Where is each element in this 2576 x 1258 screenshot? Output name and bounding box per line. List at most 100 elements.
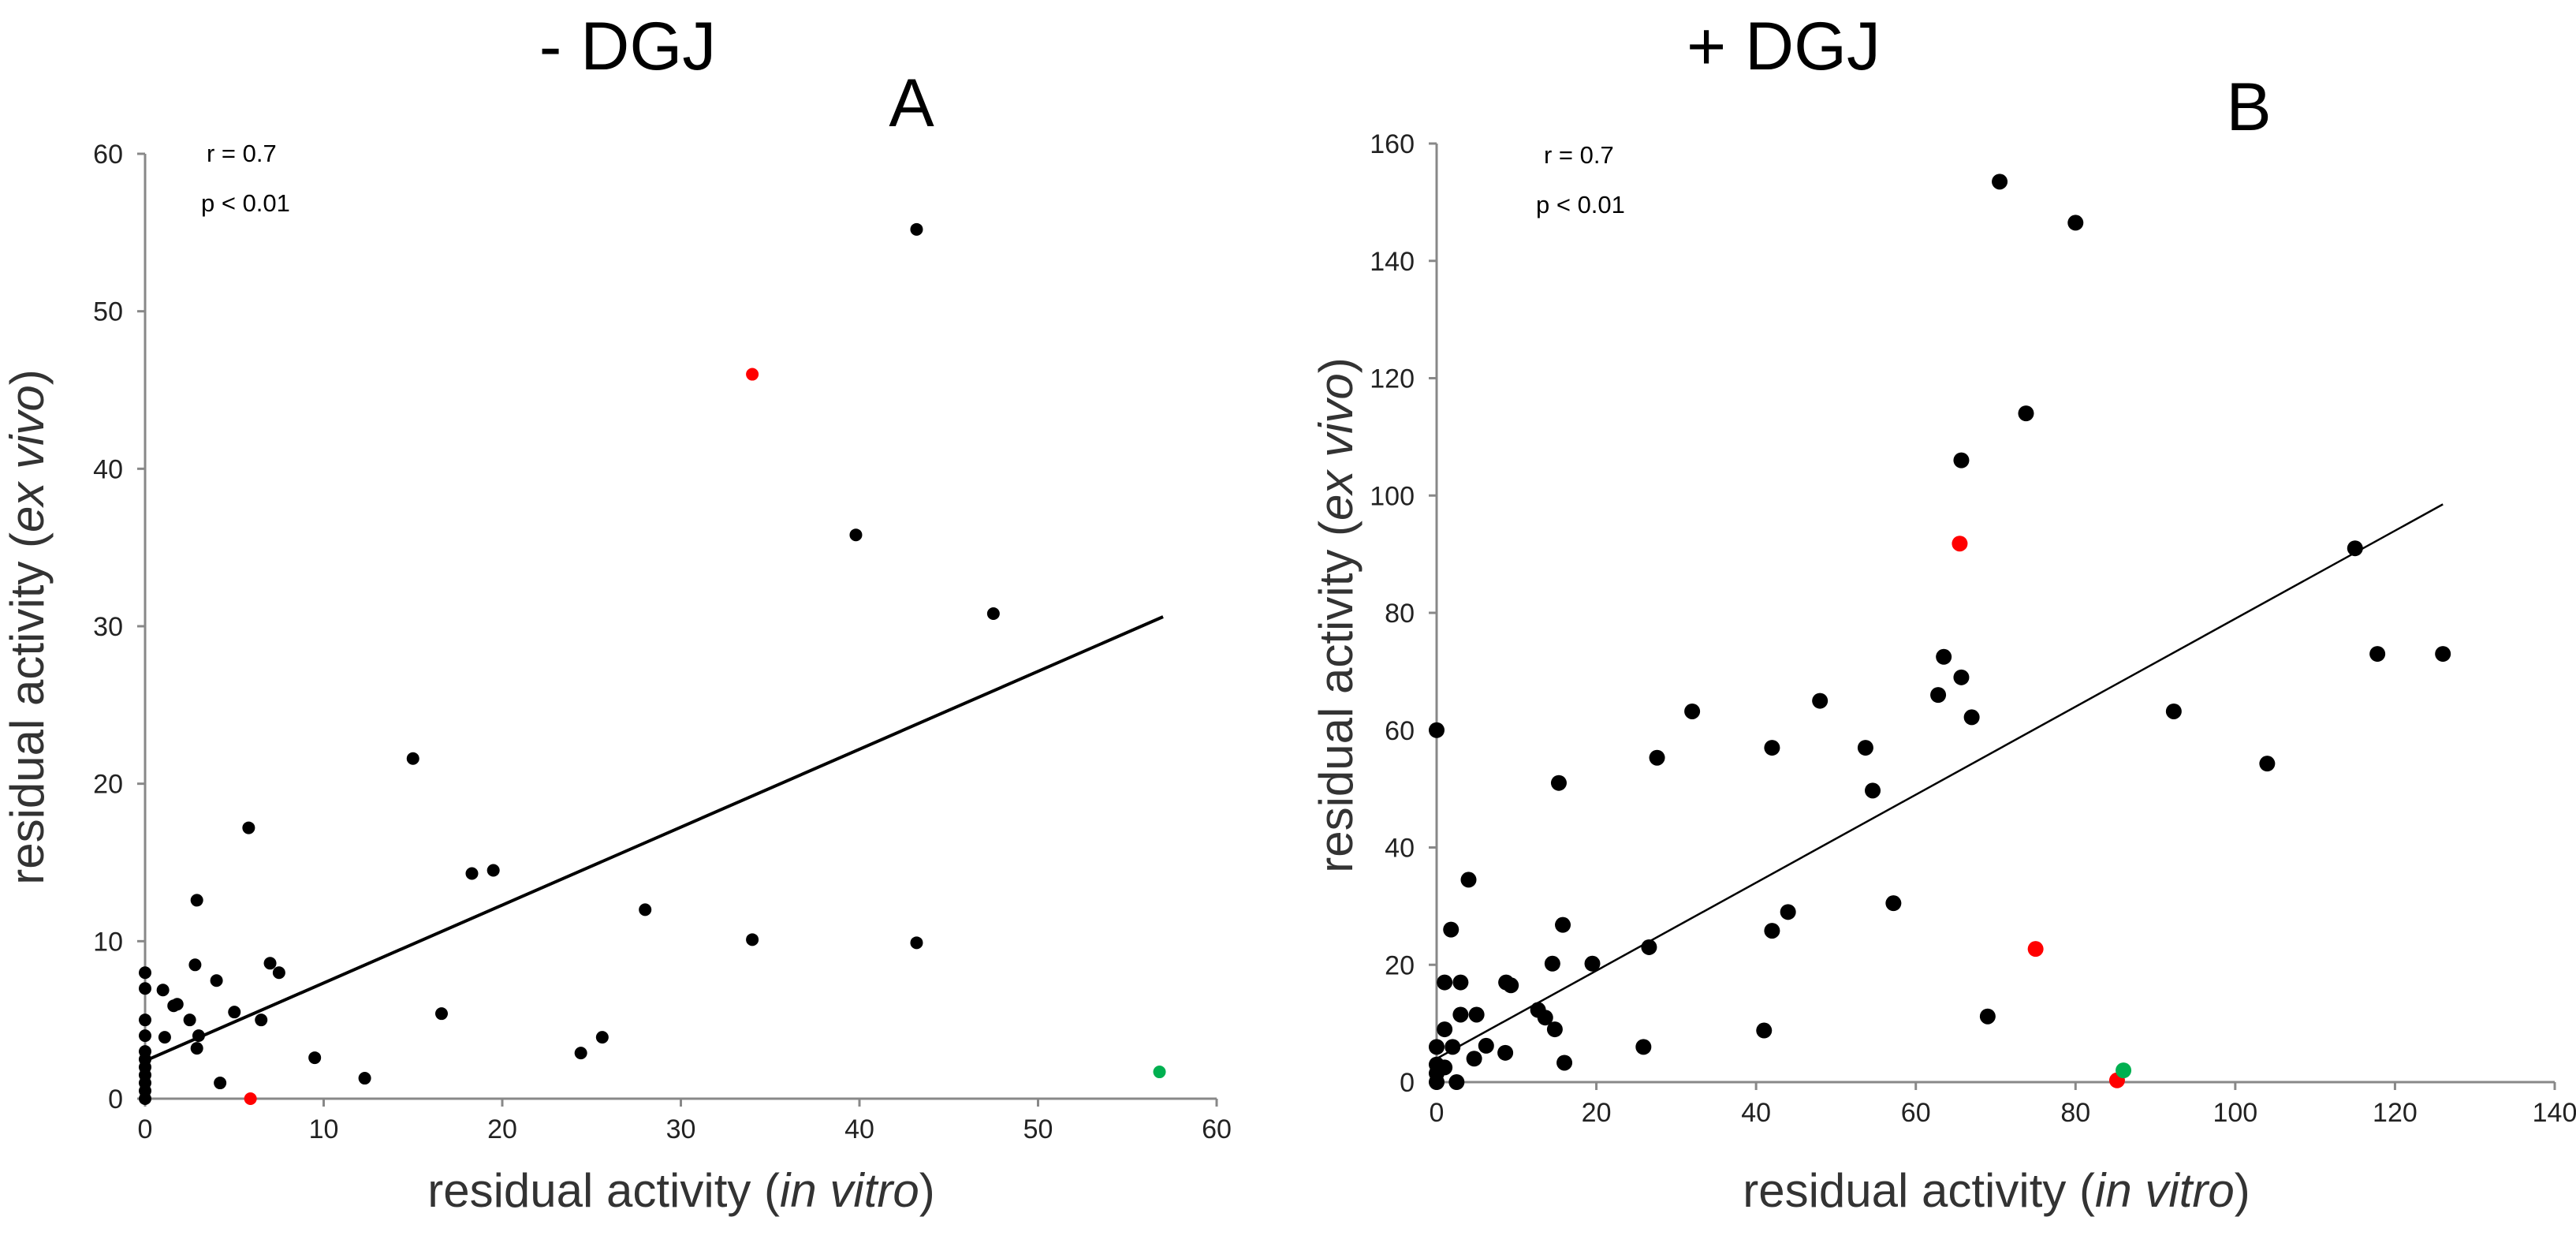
panel-b-x-tick-label: 0: [1430, 1098, 1445, 1128]
panel-a-p-annotation: p < 0.01: [201, 189, 290, 217]
panel-a-point-green: [1153, 1066, 1166, 1079]
panel-a-y-tick-label: 20: [93, 770, 123, 800]
panel-b-point-black: [1437, 1021, 1453, 1038]
panel-a-point-black: [308, 1051, 322, 1065]
panel-a: - DGJ A r = 0.7 p < 0.01 residual activi…: [1, 9, 1232, 1217]
panel-b-y-tick-label: 20: [1385, 950, 1415, 980]
panel-b-point-black: [1684, 703, 1701, 719]
panel-a-point-black: [986, 607, 1000, 621]
panel-b-x-axis-label: residual activity (in vitro): [1743, 1164, 2250, 1217]
panel-b-point-black: [1437, 974, 1453, 991]
panel-b-x-tick-label: 20: [1582, 1098, 1612, 1128]
panel-a-point-black: [272, 966, 285, 980]
panel-b-y-tick-label: 60: [1385, 716, 1415, 746]
panel-b-point-black: [1555, 916, 1571, 933]
panel-a-point-black: [139, 966, 151, 980]
panel-a-y-tick-label: 10: [93, 927, 123, 957]
panel-a-point-black: [190, 1042, 203, 1055]
panel-b-point-black: [2347, 540, 2363, 557]
panel-a-point-black: [188, 958, 202, 972]
panel-a-point-black: [406, 752, 419, 765]
panel-a-x-tick-label: 0: [138, 1114, 153, 1144]
panel-a-x-tick-label: 50: [1023, 1114, 1053, 1144]
panel-a-point-black: [595, 1031, 609, 1044]
panel-b-point-black: [1429, 1074, 1445, 1090]
panel-a-y-tick-label: 0: [108, 1084, 123, 1114]
panel-a-point-black: [263, 957, 277, 970]
panel-b-point-black: [1503, 977, 1519, 994]
panel-b-point-black: [1857, 740, 1873, 756]
panel-b-point-black: [1452, 974, 1469, 991]
panel-b-point-black: [1963, 709, 1980, 726]
panel-b-point-black: [1452, 1006, 1469, 1023]
panel-a-title: - DGJ: [539, 9, 717, 84]
panel-a-point-black: [746, 933, 759, 946]
panel-a-point-red: [244, 1092, 257, 1105]
panel-b-point-black: [1930, 687, 1947, 704]
panel-a-point-black: [910, 936, 923, 950]
panel-a-point-red: [746, 368, 759, 381]
panel-b-point-black: [1537, 1010, 1553, 1026]
panel-b-point-black: [1497, 1044, 1514, 1061]
panel-a-point-black: [190, 894, 203, 907]
panel-b-point-black: [1584, 955, 1601, 972]
panel-b-x-tick-label: 60: [1901, 1098, 1931, 1128]
panel-a-point-black: [167, 999, 181, 1013]
panel-b-point-black: [1756, 1022, 1773, 1039]
panel-b-point-black: [1460, 872, 1477, 888]
panel-b-point-black: [1649, 749, 1665, 766]
panel-a-x-axis-label: residual activity (in vitro): [427, 1164, 935, 1217]
panel-b-y-tick-label: 140: [1370, 247, 1415, 277]
panel-b-point-black: [2018, 405, 2034, 422]
panel-a-point-black: [434, 1007, 448, 1021]
panel-b-point-black: [1812, 692, 1829, 709]
panel-a-point-black: [358, 1072, 371, 1085]
panel-a-y-tick-label: 40: [93, 454, 123, 484]
panel-b-point-black: [1953, 452, 1970, 468]
panel-b-point-black: [1641, 939, 1657, 955]
panel-b-y-tick-label: 120: [1370, 364, 1415, 394]
panel-b-point-black: [1556, 1055, 1573, 1071]
panel-b-point-black: [1546, 1021, 1563, 1038]
panel-a-y-tick-label: 50: [93, 297, 123, 327]
panel-a-point-black: [156, 984, 170, 997]
panel-b-point-black: [1635, 1039, 1652, 1055]
panel-b-x-tick-label: 140: [2533, 1098, 2576, 1128]
panel-b-x-tick-label: 100: [2213, 1098, 2257, 1128]
panel-b-point-black: [1466, 1051, 1482, 1067]
panel-a-y-tick-label: 30: [93, 612, 123, 642]
panel-b-label: B: [2226, 69, 2271, 145]
panel-a-label: A: [889, 65, 934, 141]
panel-a-point-black: [192, 1029, 205, 1043]
panel-a-point-black: [574, 1047, 587, 1060]
panel-b-point-black: [2165, 703, 2182, 719]
panel-b-y-tick-label: 160: [1370, 129, 1415, 159]
panel-a-x-tick-label: 20: [487, 1114, 517, 1144]
panel-b-point-black: [1764, 923, 1780, 939]
panel-b-point-black: [1550, 775, 1567, 791]
panel-b-point-black: [1764, 740, 1780, 756]
panel-a-x-tick-label: 60: [1202, 1114, 1232, 1144]
panel-b-regression-line: [1436, 503, 2444, 1060]
panel-a-point-black: [910, 222, 923, 236]
panel-b-point-black: [1478, 1037, 1494, 1054]
panel-a-y-tick-label: 60: [93, 140, 123, 170]
panel-a-point-black: [183, 1013, 196, 1027]
panel-b-x-tick-label: 40: [1741, 1098, 1771, 1128]
panel-a-point-black: [849, 528, 863, 542]
panel-b-point-black: [1992, 174, 2008, 190]
panel-a-point-black: [139, 1013, 151, 1027]
panel-b-point-green: [2116, 1062, 2132, 1079]
panel-a-x-tick-label: 30: [666, 1114, 696, 1144]
panel-b-point-black: [1429, 722, 1445, 738]
panel-b-r-annotation: r = 0.7: [1544, 141, 1614, 169]
panel-a-point-black: [465, 867, 479, 880]
panel-b-point-black: [2259, 756, 2276, 772]
panel-b-x-tick-label: 120: [2373, 1098, 2418, 1128]
panel-b-point-black: [1429, 1039, 1445, 1055]
panel-b-point-black: [1468, 1006, 1485, 1023]
panel-b-point-black: [2435, 646, 2451, 663]
panel-b-p-annotation: p < 0.01: [1536, 191, 1625, 218]
panel-b-point-black: [1544, 955, 1560, 972]
panel-b-point-black: [2067, 215, 2084, 231]
